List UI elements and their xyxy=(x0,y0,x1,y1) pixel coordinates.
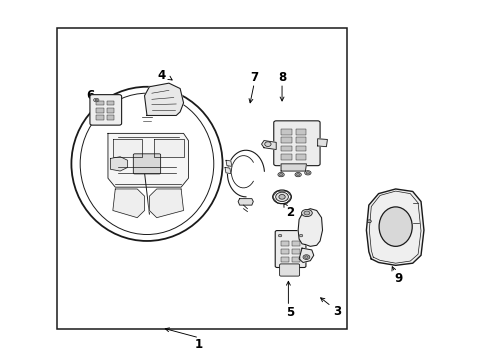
Text: 6: 6 xyxy=(85,89,94,102)
Polygon shape xyxy=(110,157,127,171)
Ellipse shape xyxy=(80,93,213,234)
Bar xyxy=(96,108,103,113)
Bar xyxy=(281,249,288,254)
Text: 5: 5 xyxy=(285,306,293,319)
Ellipse shape xyxy=(366,220,370,223)
Ellipse shape xyxy=(275,192,288,202)
Ellipse shape xyxy=(301,210,312,217)
Ellipse shape xyxy=(272,190,291,204)
Ellipse shape xyxy=(304,256,307,258)
Bar xyxy=(281,154,291,159)
Ellipse shape xyxy=(264,142,270,147)
Text: 4: 4 xyxy=(157,69,165,82)
Ellipse shape xyxy=(378,207,411,246)
Bar xyxy=(281,241,288,246)
Bar xyxy=(96,101,103,105)
Text: 1: 1 xyxy=(195,338,203,351)
Bar xyxy=(107,101,114,105)
Bar xyxy=(295,137,306,143)
Bar xyxy=(291,257,299,262)
Ellipse shape xyxy=(279,174,282,176)
Bar xyxy=(295,145,306,151)
FancyBboxPatch shape xyxy=(279,264,299,276)
Ellipse shape xyxy=(93,98,99,102)
FancyBboxPatch shape xyxy=(273,121,320,166)
FancyBboxPatch shape xyxy=(90,95,122,125)
Ellipse shape xyxy=(294,172,301,177)
Bar xyxy=(295,154,306,159)
FancyBboxPatch shape xyxy=(133,154,160,174)
Ellipse shape xyxy=(277,172,284,177)
Polygon shape xyxy=(149,189,183,218)
Bar xyxy=(295,129,306,135)
Polygon shape xyxy=(224,167,230,174)
Bar xyxy=(57,28,346,329)
Text: 8: 8 xyxy=(277,71,285,84)
Bar xyxy=(281,129,291,135)
Polygon shape xyxy=(281,164,306,171)
Polygon shape xyxy=(298,209,322,246)
Bar xyxy=(291,241,299,246)
Polygon shape xyxy=(317,139,327,147)
Ellipse shape xyxy=(278,234,281,237)
Ellipse shape xyxy=(304,171,310,175)
Ellipse shape xyxy=(95,99,97,101)
Ellipse shape xyxy=(296,174,299,176)
Polygon shape xyxy=(225,160,231,166)
Text: 2: 2 xyxy=(285,207,293,220)
FancyBboxPatch shape xyxy=(275,230,305,267)
Ellipse shape xyxy=(304,211,309,215)
Bar xyxy=(107,115,114,120)
Polygon shape xyxy=(154,139,183,157)
Text: 7: 7 xyxy=(250,71,258,84)
Polygon shape xyxy=(113,139,142,157)
Polygon shape xyxy=(144,83,183,116)
Polygon shape xyxy=(238,199,253,205)
Ellipse shape xyxy=(305,172,309,174)
Polygon shape xyxy=(113,189,144,218)
Polygon shape xyxy=(261,140,276,149)
Text: 9: 9 xyxy=(393,272,402,285)
Bar xyxy=(291,249,299,254)
Ellipse shape xyxy=(278,194,285,199)
Ellipse shape xyxy=(71,87,222,241)
Ellipse shape xyxy=(299,234,302,237)
Ellipse shape xyxy=(303,255,309,260)
Polygon shape xyxy=(108,134,188,187)
Bar xyxy=(96,115,103,120)
Polygon shape xyxy=(299,248,313,262)
Bar xyxy=(281,145,291,151)
Bar xyxy=(281,257,288,262)
Bar xyxy=(107,108,114,113)
Bar xyxy=(281,137,291,143)
Polygon shape xyxy=(366,189,423,265)
Text: 3: 3 xyxy=(332,305,341,318)
